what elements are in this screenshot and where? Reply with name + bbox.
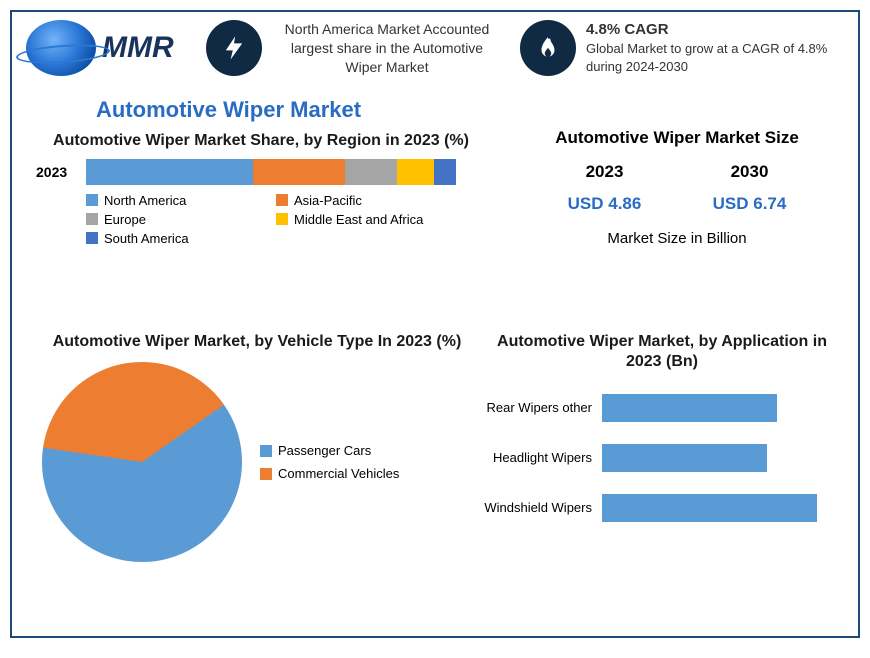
legend-swatch bbox=[86, 194, 98, 206]
legend-label: South America bbox=[104, 231, 189, 246]
legend-swatch bbox=[260, 468, 272, 480]
hbar-label: Rear Wipers other bbox=[482, 401, 602, 416]
cagr-text: Global Market to grow at a CAGR of 4.8% … bbox=[586, 40, 836, 75]
market-size-footnote: Market Size in Billion bbox=[532, 230, 822, 247]
brand-name: MMR bbox=[102, 31, 174, 65]
hbar bbox=[602, 444, 767, 472]
market-size-years: 2023 2030 bbox=[532, 162, 822, 182]
market-size-values: USD 4.86 USD 6.74 bbox=[532, 194, 822, 214]
region-share-chart: Automotive Wiper Market Share, by Region… bbox=[36, 131, 486, 248]
stacked-bar-row: 2023 bbox=[36, 159, 486, 185]
legend-swatch bbox=[276, 213, 288, 225]
application-chart-title: Automotive Wiper Market, by Application … bbox=[482, 332, 842, 372]
stacked-segment bbox=[434, 159, 456, 185]
hbar-label: Headlight Wipers bbox=[482, 451, 602, 466]
region-legend: North America Asia-Pacific Europe Middle Ea… bbox=[86, 191, 466, 248]
callout-cagr: 4.8% CAGR Global Market to grow at a CAG… bbox=[586, 20, 836, 75]
stacked-segment bbox=[253, 159, 346, 185]
hbar bbox=[602, 494, 817, 522]
market-size-title: Automotive Wiper Market Size bbox=[532, 127, 822, 148]
legend-label: Passenger Cars bbox=[278, 443, 371, 458]
hbar-row: Headlight Wipers bbox=[482, 444, 842, 472]
legend-item: Europe bbox=[86, 212, 276, 227]
market-size-panel: Automotive Wiper Market Size 2023 2030 U… bbox=[532, 127, 822, 247]
hbar-label: Windshield Wipers bbox=[482, 501, 602, 516]
globe-icon bbox=[26, 20, 96, 76]
callout-north-america: North America Market Accounted largest s… bbox=[272, 20, 502, 77]
hbar-row: Windshield Wipers bbox=[482, 494, 842, 522]
pie-graphic bbox=[42, 362, 242, 562]
stacked-segment bbox=[86, 159, 253, 185]
legend-swatch bbox=[260, 445, 272, 457]
legend-item: Commercial Vehicles bbox=[260, 466, 399, 481]
pie-legend: Passenger Cars Commercial Vehicles bbox=[260, 435, 399, 489]
brand-logo: MMR bbox=[26, 20, 196, 76]
legend-label: Asia-Pacific bbox=[294, 193, 362, 208]
value-2030: USD 6.74 bbox=[713, 194, 787, 214]
hbar-row: Rear Wipers other bbox=[482, 394, 842, 422]
infographic-frame: MMR North America Market Accounted large… bbox=[10, 10, 860, 638]
hbar bbox=[602, 394, 777, 422]
legend-item: South America bbox=[86, 231, 276, 246]
value-2023: USD 4.86 bbox=[568, 194, 642, 214]
vehicle-pie-title: Automotive Wiper Market, by Vehicle Type… bbox=[42, 332, 472, 352]
legend-item: North America bbox=[86, 193, 276, 208]
hbar-area: Rear Wipers other Headlight Wipers Windshi… bbox=[482, 394, 842, 522]
stacked-segment bbox=[397, 159, 434, 185]
pie-wrap: Passenger Cars Commercial Vehicles bbox=[42, 362, 472, 562]
legend-item: Middle East and Africa bbox=[276, 212, 466, 227]
legend-item: Asia-Pacific bbox=[276, 193, 466, 208]
legend-swatch bbox=[276, 194, 288, 206]
flame-icon bbox=[520, 20, 576, 76]
year-2023: 2023 bbox=[586, 162, 624, 182]
legend-label: Europe bbox=[104, 212, 146, 227]
legend-label: North America bbox=[104, 193, 186, 208]
legend-swatch bbox=[86, 232, 98, 244]
legend-item: Passenger Cars bbox=[260, 443, 399, 458]
stacked-bar bbox=[86, 159, 456, 185]
legend-swatch bbox=[86, 213, 98, 225]
legend-label: Commercial Vehicles bbox=[278, 466, 399, 481]
vehicle-type-chart: Automotive Wiper Market, by Vehicle Type… bbox=[42, 332, 472, 562]
region-chart-title: Automotive Wiper Market Share, by Region… bbox=[36, 131, 486, 151]
bolt-icon bbox=[206, 20, 262, 76]
stacked-row-label: 2023 bbox=[36, 164, 86, 180]
legend-label: Middle East and Africa bbox=[294, 212, 423, 227]
application-chart: Automotive Wiper Market, by Application … bbox=[482, 332, 842, 544]
year-2030: 2030 bbox=[731, 162, 769, 182]
page-title: Automotive Wiper Market bbox=[96, 97, 844, 123]
cagr-title: 4.8% CAGR bbox=[586, 20, 836, 40]
stacked-segment bbox=[345, 159, 397, 185]
header-row: MMR North America Market Accounted large… bbox=[26, 20, 844, 77]
